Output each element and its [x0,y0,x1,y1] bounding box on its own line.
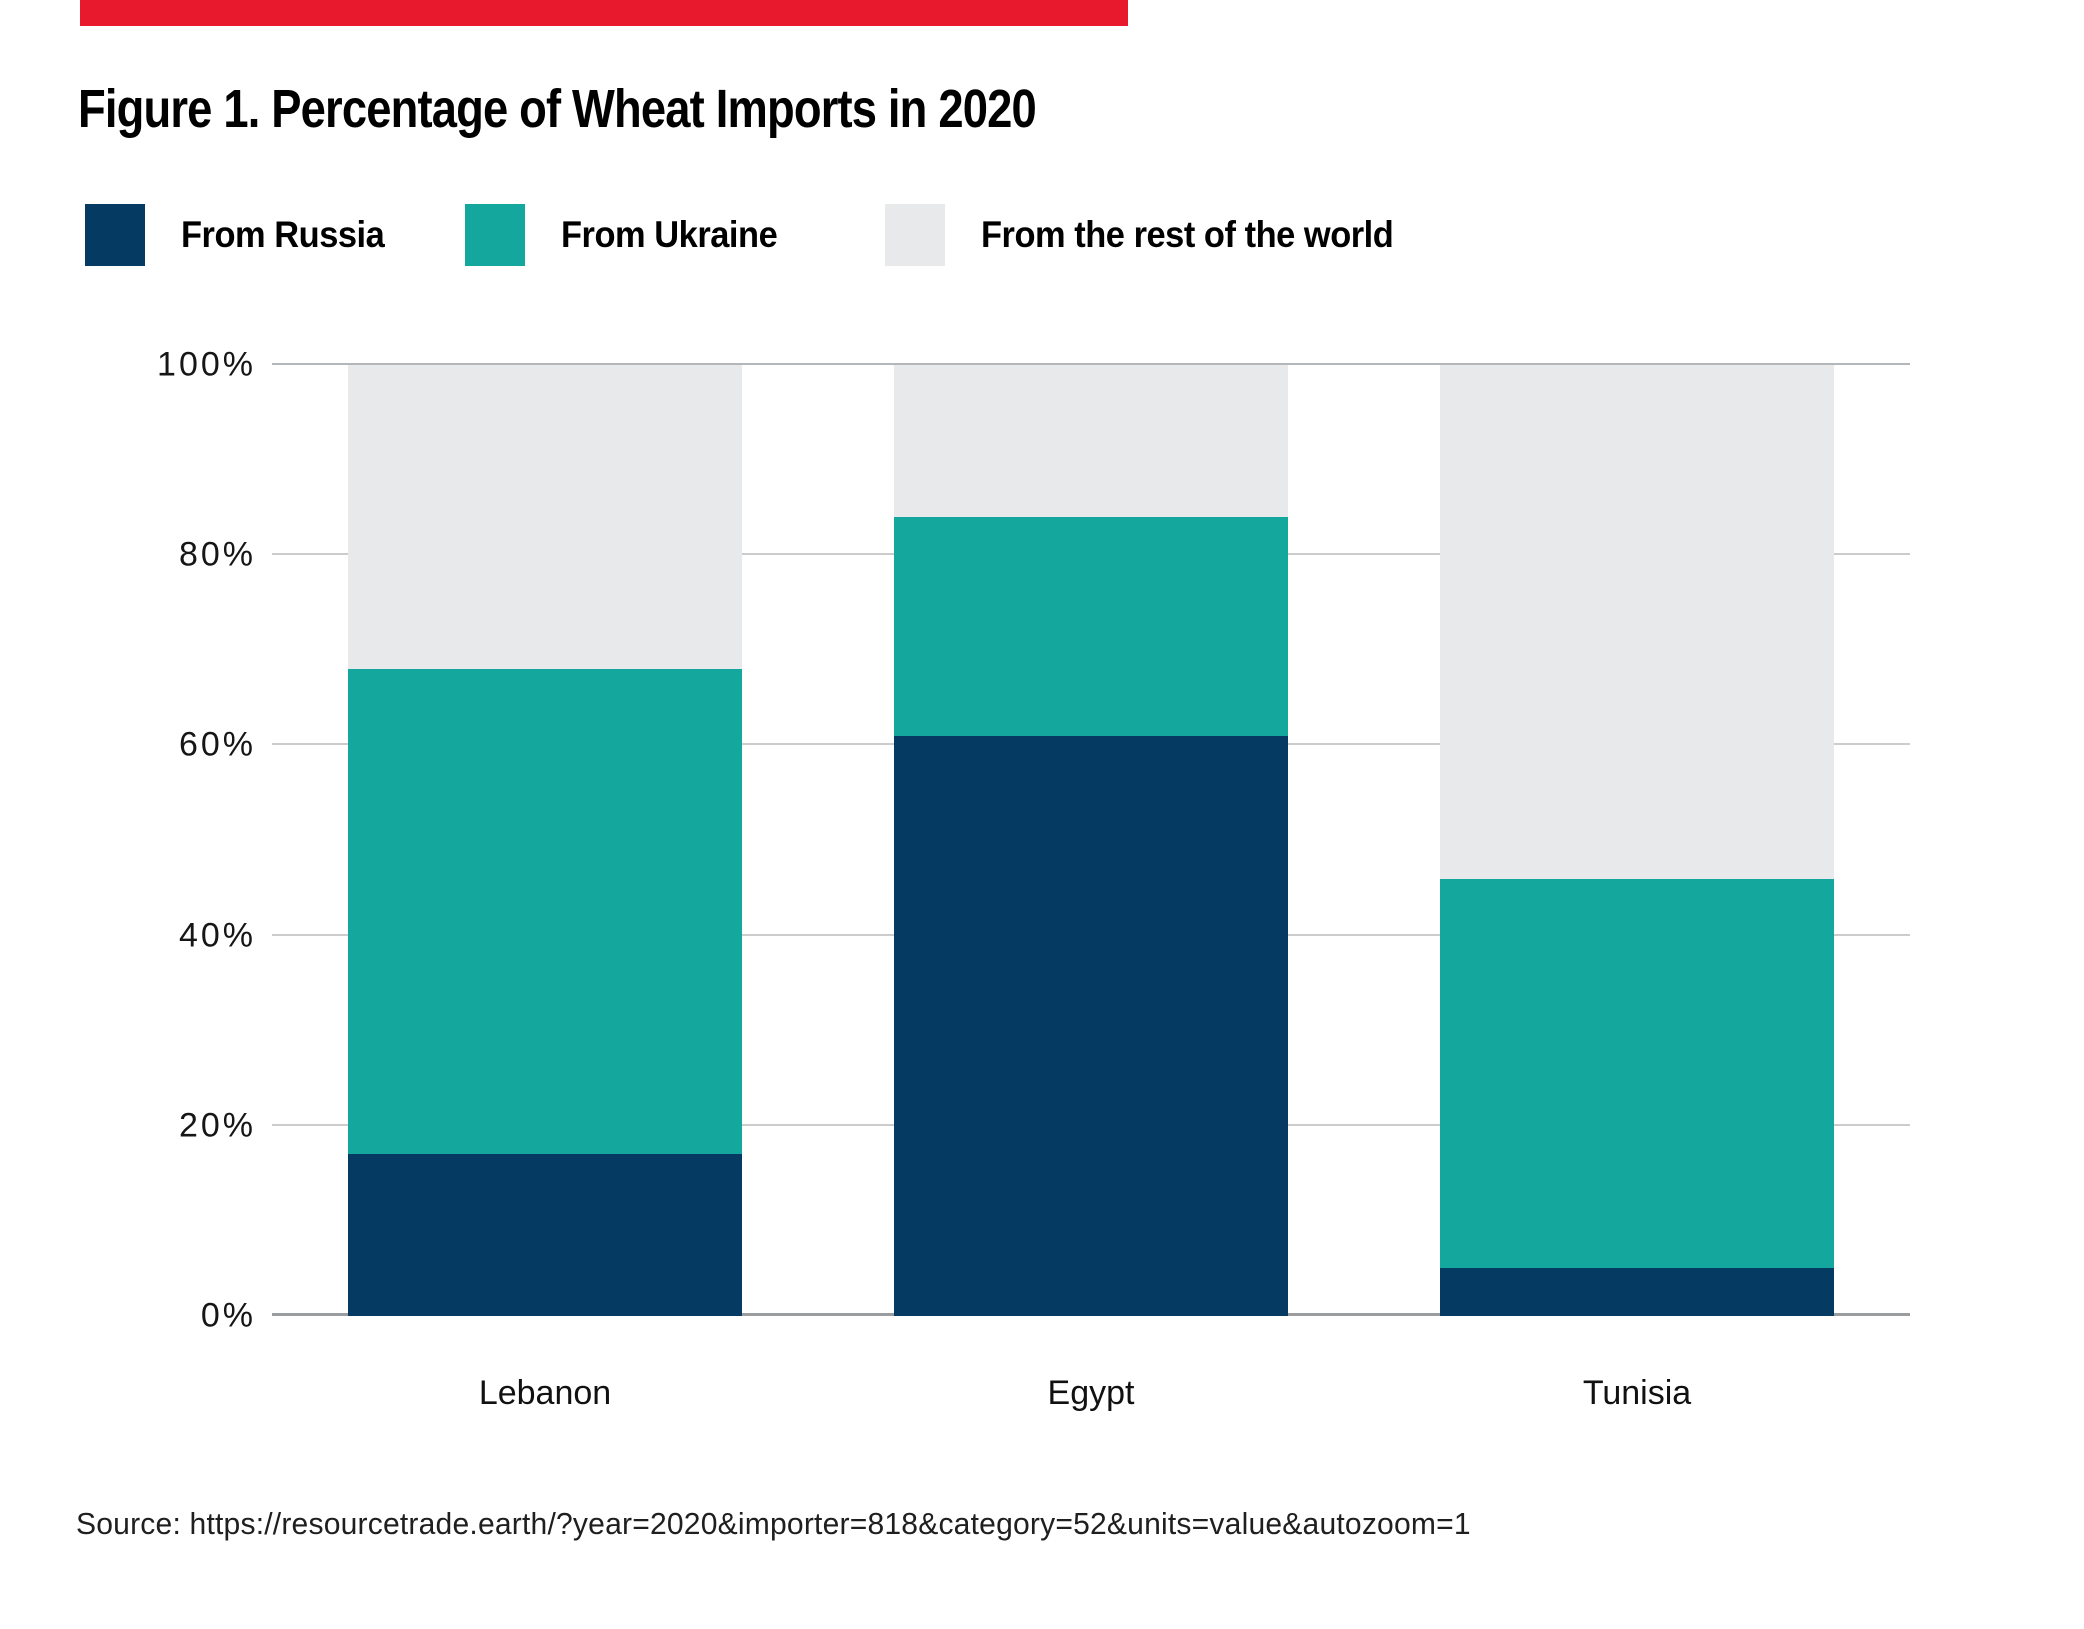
x-category-label: Tunisia [1582,1374,1692,1412]
bar-segment [1440,878,1834,1269]
y-tick-label: 100% [157,345,256,384]
legend-swatch-icon [85,204,145,266]
legend-swatch-icon [465,204,525,266]
x-category-label: Lebanon [478,1374,612,1412]
y-tick-label: 80% [178,535,256,574]
source-text: Source: https://resourcetrade.earth/?yea… [76,1506,1471,1541]
bar-segment [894,365,1288,518]
gridline [272,363,1910,365]
legend-item: From Russia [85,203,400,267]
y-tick-label: 20% [178,1106,256,1145]
legend-label: From Russia [181,214,385,255]
bar-segment [894,517,1288,736]
bar-lebanon [348,365,742,1316]
figure-title: Figure 1. Percentage of Wheat Imports in… [78,79,1037,139]
x-axis: Lebanon Egypt Tunisia [272,1374,1910,1424]
bar-segment [1440,365,1834,879]
legend-label: From the rest of the world [981,214,1394,255]
bar-segment [348,669,742,1155]
bar-segment [348,1154,742,1316]
bar-egypt [894,365,1288,1316]
legend-item: From the rest of the world [885,203,1424,267]
accent-bar [80,0,1128,26]
y-tick-label: 40% [178,916,256,955]
bar-tunisia [1440,365,1834,1316]
legend-label: From Ukraine [561,214,778,255]
bar-segment [1440,1268,1834,1316]
plot-area [272,363,1910,1316]
y-tick-label: 60% [178,725,256,764]
legend-item: From Ukraine [465,203,794,267]
bar-segment [348,365,742,670]
y-tick-label: 0% [200,1296,256,1335]
legend-swatch-icon [885,204,945,266]
legend: From Russia From Ukraine From the rest of … [0,203,2084,267]
y-axis: 0% 20% 40% 60% 80% 100% [0,346,256,1335]
bar-segment [894,735,1288,1316]
x-category-label: Egypt [1047,1374,1135,1412]
